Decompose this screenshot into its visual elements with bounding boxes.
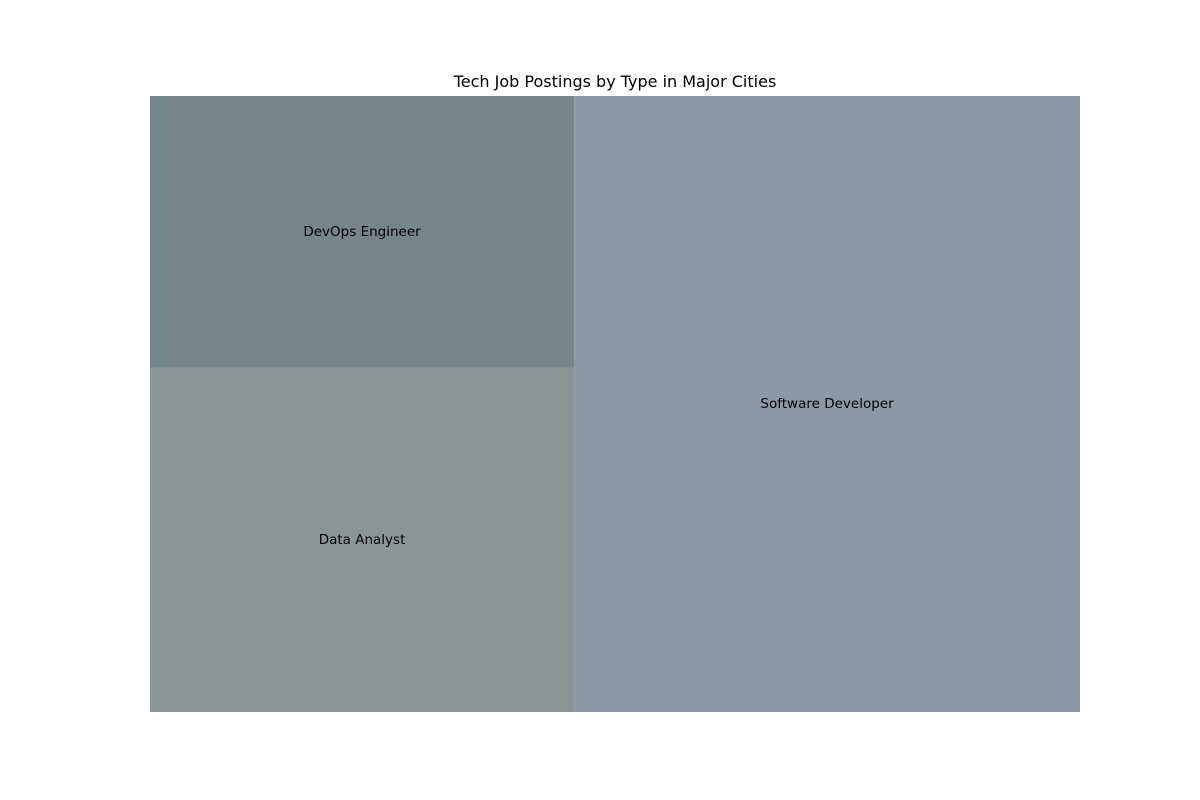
tile-label-software-developer: Software Developer [760, 396, 894, 412]
tile-devops-engineer [150, 96, 575, 368]
tile-software-developer [574, 96, 1080, 712]
tile-label-devops-engineer: DevOps Engineer [303, 224, 421, 240]
tile-data-analyst [150, 367, 575, 712]
chart-title: Tech Job Postings by Type in Major Citie… [453, 72, 777, 91]
tile-label-data-analyst: Data Analyst [319, 532, 406, 548]
